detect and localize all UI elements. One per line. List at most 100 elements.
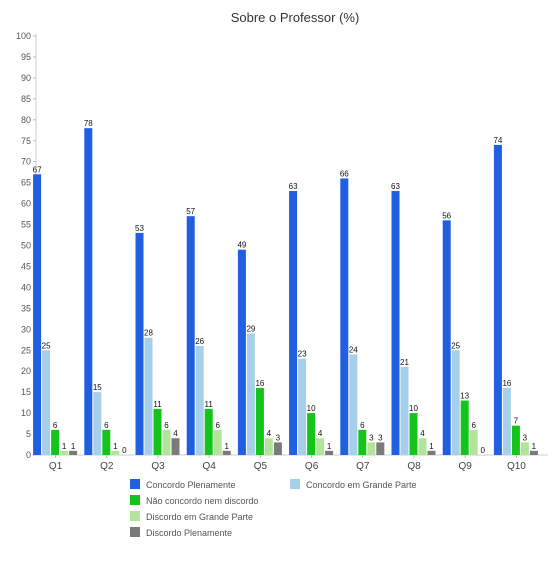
bar <box>451 350 460 455</box>
bar <box>340 178 349 455</box>
data-label: 3 <box>369 433 374 442</box>
data-label: 63 <box>289 182 298 191</box>
y-tick-label: 70 <box>21 157 31 167</box>
bar <box>60 450 69 455</box>
data-label: 11 <box>205 400 214 409</box>
bar-group-q4: 57 26 11 6 1 <box>186 207 231 455</box>
data-label: 29 <box>246 324 255 333</box>
bar-group-q10: 74 16 731 <box>493 136 538 455</box>
bar <box>307 413 316 455</box>
legend-label: Concordo Plenamente <box>146 480 236 490</box>
legend-swatch <box>130 479 140 489</box>
data-label: 3 <box>523 433 528 442</box>
legend-item: Concordo Plenamente <box>130 479 236 490</box>
x-tick-label: Q8 <box>407 461 421 472</box>
bar <box>222 450 231 455</box>
x-tick-label: Q5 <box>254 461 268 472</box>
bar <box>84 128 93 455</box>
x-tick-label: Q7 <box>356 461 370 472</box>
data-label: 3 <box>378 433 383 442</box>
data-label: 1 <box>532 442 537 451</box>
y-tick-label: 30 <box>21 324 31 334</box>
legend-label: Discordo em Grande Parte <box>146 512 253 522</box>
data-label: 13 <box>460 392 469 401</box>
bar <box>237 249 246 455</box>
data-label: 26 <box>195 337 204 346</box>
y-tick-label: 85 <box>21 94 31 104</box>
chart-legend: Concordo Plenamente Concordo em Grande Pa… <box>130 479 417 538</box>
bar <box>520 442 529 455</box>
bar-group-q9: 56 25 13 6 0 <box>442 211 487 456</box>
x-tick-label: Q9 <box>459 461 473 472</box>
bar <box>255 387 264 455</box>
y-tick-label: 80 <box>21 115 31 125</box>
bar <box>529 450 538 455</box>
bar <box>204 408 213 455</box>
data-label: 23 <box>298 350 307 359</box>
bar <box>316 438 325 455</box>
bar <box>511 425 520 455</box>
data-label: 0 <box>122 446 127 455</box>
bar <box>111 450 120 455</box>
legend-swatch <box>290 479 300 489</box>
data-label: 1 <box>71 442 76 451</box>
data-label: 57 <box>186 207 195 216</box>
data-label: 3 <box>276 433 281 442</box>
bar <box>298 358 307 455</box>
data-label: 24 <box>349 345 358 354</box>
y-tick-label: 100 <box>16 31 31 41</box>
data-label: 6 <box>104 421 109 430</box>
y-tick-label: 75 <box>21 136 31 146</box>
data-label: 6 <box>471 421 476 430</box>
legend-item: Não concordo nem discordo <box>130 495 259 506</box>
y-tick-label: 10 <box>21 408 31 418</box>
data-label: 78 <box>84 119 93 128</box>
bar <box>493 144 502 455</box>
bar <box>367 442 376 455</box>
data-label: 56 <box>442 211 451 220</box>
bar <box>186 216 195 455</box>
data-label: 11 <box>153 400 162 409</box>
data-label: 1 <box>224 442 229 451</box>
data-label: 49 <box>237 241 246 250</box>
data-label: 10 <box>307 404 316 413</box>
data-label: 66 <box>340 169 349 178</box>
legend-label: Discordo Plenamente <box>146 528 232 538</box>
bar-group-q6: 63 23 10 41 <box>289 182 334 455</box>
bar-group-q8: 63 21 10 41 <box>391 182 436 455</box>
legend-swatch <box>130 495 140 505</box>
data-label: 16 <box>255 379 264 388</box>
bar <box>195 346 204 455</box>
data-label: 7 <box>514 417 519 426</box>
bar <box>102 429 111 455</box>
legend-swatch <box>130 511 140 521</box>
data-label: 15 <box>93 383 102 392</box>
y-tick-label: 25 <box>21 345 31 355</box>
bar <box>264 438 273 455</box>
x-tick-label: Q10 <box>507 461 526 472</box>
y-tick-label: 50 <box>21 241 31 251</box>
data-label: 28 <box>144 329 153 338</box>
x-tick-label: Q2 <box>100 461 114 472</box>
x-tick-label: Q6 <box>305 461 319 472</box>
bar <box>409 413 418 455</box>
data-label: 1 <box>327 442 332 451</box>
bar <box>469 429 478 455</box>
data-label: 21 <box>400 358 409 367</box>
bar <box>213 429 222 455</box>
y-tick-label: 60 <box>21 199 31 209</box>
legend-label: Não concordo nem discordo <box>146 496 259 506</box>
x-tick-label: Q4 <box>203 461 217 472</box>
bar-group-q5: 49 29 16 4 3 <box>237 241 282 455</box>
data-label: 4 <box>420 429 425 438</box>
bar <box>51 429 60 455</box>
data-label: 6 <box>215 421 220 430</box>
bar <box>349 354 358 455</box>
y-tick-label: 20 <box>21 366 31 376</box>
bar <box>460 400 469 455</box>
legend-item: Discordo Plenamente <box>130 527 232 538</box>
legend-swatch <box>130 527 140 537</box>
data-label: 74 <box>493 136 502 145</box>
data-label: 25 <box>42 341 51 350</box>
